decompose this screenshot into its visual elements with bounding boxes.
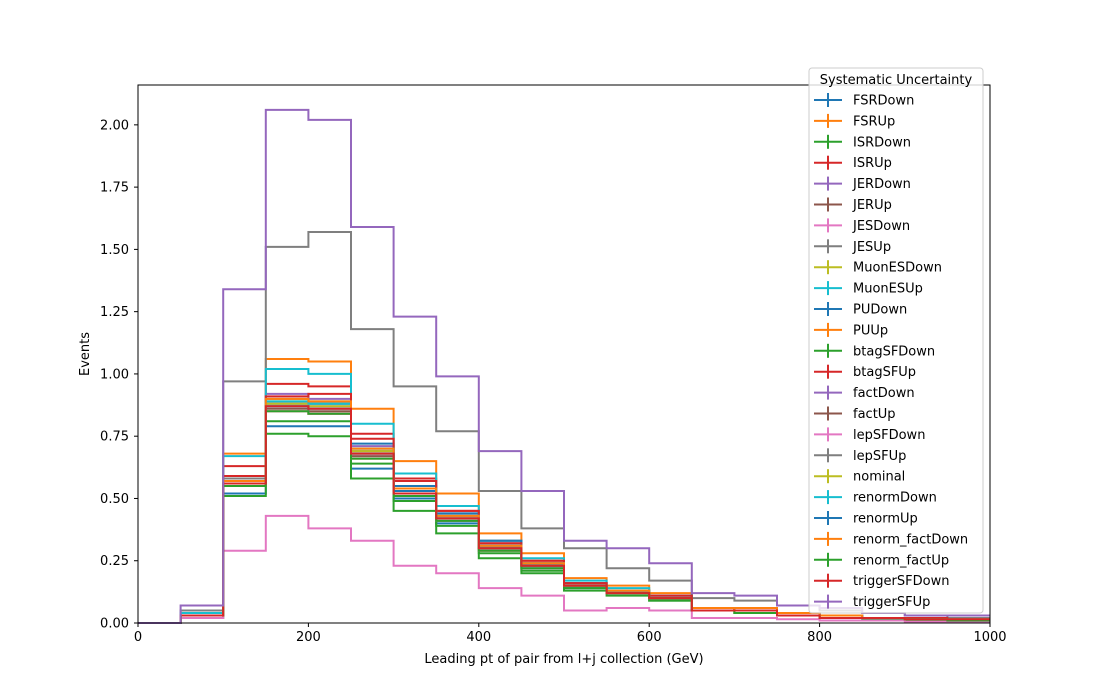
- legend-item-factDown: factDown: [814, 385, 915, 401]
- legend-box: [808, 67, 984, 614]
- x-tick-label: 400: [466, 630, 491, 645]
- legend-item-JERDown: JERDown: [814, 176, 911, 192]
- x-tick-label: 800: [807, 630, 832, 645]
- y-tick-label: 1.50: [100, 243, 129, 258]
- legend-item-renorm_factUp: renorm_factUp: [814, 552, 949, 568]
- legend-label: lepSFDown: [853, 428, 925, 443]
- legend-label: renorm_factUp: [853, 553, 949, 568]
- legend-item-JERUp: JERUp: [814, 197, 892, 213]
- legend-item-PUDown: PUDown: [814, 302, 907, 318]
- x-axis-label: Leading pt of pair from l+j collection (…: [424, 652, 703, 667]
- legend: Systematic Uncertainty FSRDown FSRUp ISRDo…: [808, 67, 984, 614]
- y-tick-label: 1.25: [100, 305, 129, 320]
- legend-item-lepSFUp: lepSFUp: [814, 448, 906, 464]
- y-axis-label: Events: [78, 332, 93, 376]
- legend-label: JESUp: [852, 240, 891, 255]
- y-tick-label: 0.50: [100, 492, 129, 507]
- y-tick-label: 2.00: [100, 118, 129, 133]
- legend-item-PUUp: PUUp: [814, 322, 888, 338]
- x-tick-label: 200: [296, 630, 321, 645]
- x-axis-ticks: 0 200 400 600 800 1000: [134, 623, 1007, 645]
- legend-item-JESDown: JESDown: [814, 218, 910, 234]
- legend-label: FSRDown: [853, 94, 914, 109]
- legend-item-nominal: nominal: [814, 469, 905, 485]
- y-tick-label: 0.00: [100, 617, 129, 632]
- legend-item-MuonESUp: MuonESUp: [814, 281, 923, 297]
- legend-label: JERUp: [852, 198, 892, 213]
- legend-title: Systematic Uncertainty: [820, 73, 973, 88]
- legend-label: PUDown: [853, 303, 907, 318]
- legend-label: triggerSFUp: [853, 595, 930, 610]
- legend-item-FSRUp: FSRUp: [814, 113, 895, 129]
- legend-label: renorm_factDown: [853, 532, 968, 547]
- y-tick-label: 1.75: [100, 181, 129, 196]
- legend-label: JESDown: [852, 219, 910, 234]
- legend-label: renormUp: [853, 512, 918, 527]
- legend-label: btagSFUp: [853, 365, 916, 380]
- x-tick-label: 600: [637, 630, 662, 645]
- legend-label: nominal: [853, 470, 905, 485]
- legend-label: factDown: [853, 386, 915, 401]
- legend-label: factUp: [853, 407, 896, 422]
- legend-label: MuonESUp: [853, 282, 923, 297]
- legend-label: btagSFDown: [853, 344, 935, 359]
- legend-item-triggerSFDown: triggerSFDown: [814, 573, 949, 589]
- axes-frame: [137, 84, 991, 624]
- legend-item-JESUp: JESUp: [814, 239, 891, 255]
- legend-item-lepSFDown: lepSFDown: [814, 427, 925, 443]
- y-axis-ticks: 0.00 0.25 0.50 0.75 1.00 1.25 1.50 1.75 2.00: [100, 118, 138, 632]
- legend-label: JERDown: [852, 177, 911, 192]
- legend-label: lepSFUp: [853, 449, 906, 464]
- legend-label: ISRUp: [853, 156, 892, 171]
- legend-item-btagSFDown: btagSFDown: [814, 343, 935, 359]
- legend-label: triggerSFDown: [853, 574, 949, 589]
- legend-item-MuonESDown: MuonESDown: [814, 260, 942, 276]
- legend-label: MuonESDown: [853, 261, 942, 276]
- series-line-JESDown: [138, 514, 990, 624]
- x-tick-label: 0: [134, 630, 142, 645]
- legend-item-renormDown: renormDown: [814, 490, 937, 506]
- legend-item-ISRDown: ISRDown: [814, 134, 911, 150]
- legend-item-FSRDown: FSRDown: [814, 93, 914, 109]
- legend-label: FSRUp: [853, 114, 895, 129]
- legend-item-ISRUp: ISRUp: [814, 155, 892, 171]
- legend-label: renormDown: [853, 491, 937, 506]
- x-tick-label: 1000: [973, 630, 1006, 645]
- y-tick-label: 1.00: [100, 367, 129, 382]
- legend-item-factUp: factUp: [814, 406, 896, 422]
- legend-item-renorm_factDown: renorm_factDown: [814, 531, 968, 547]
- y-tick-label: 0.25: [100, 554, 129, 569]
- series-line-triggerSFDown: [138, 405, 990, 624]
- legend-item-triggerSFUp: triggerSFUp: [814, 594, 930, 610]
- legend-item-btagSFUp: btagSFUp: [814, 364, 916, 380]
- y-tick-label: 0.75: [100, 430, 129, 445]
- legend-label: PUUp: [853, 323, 888, 338]
- legend-label: ISRDown: [853, 135, 911, 150]
- legend-entries: FSRDown FSRUp ISRDown ISRUp JERDown JERUp JESD…: [814, 93, 968, 610]
- legend-item-renormUp: renormUp: [814, 511, 918, 527]
